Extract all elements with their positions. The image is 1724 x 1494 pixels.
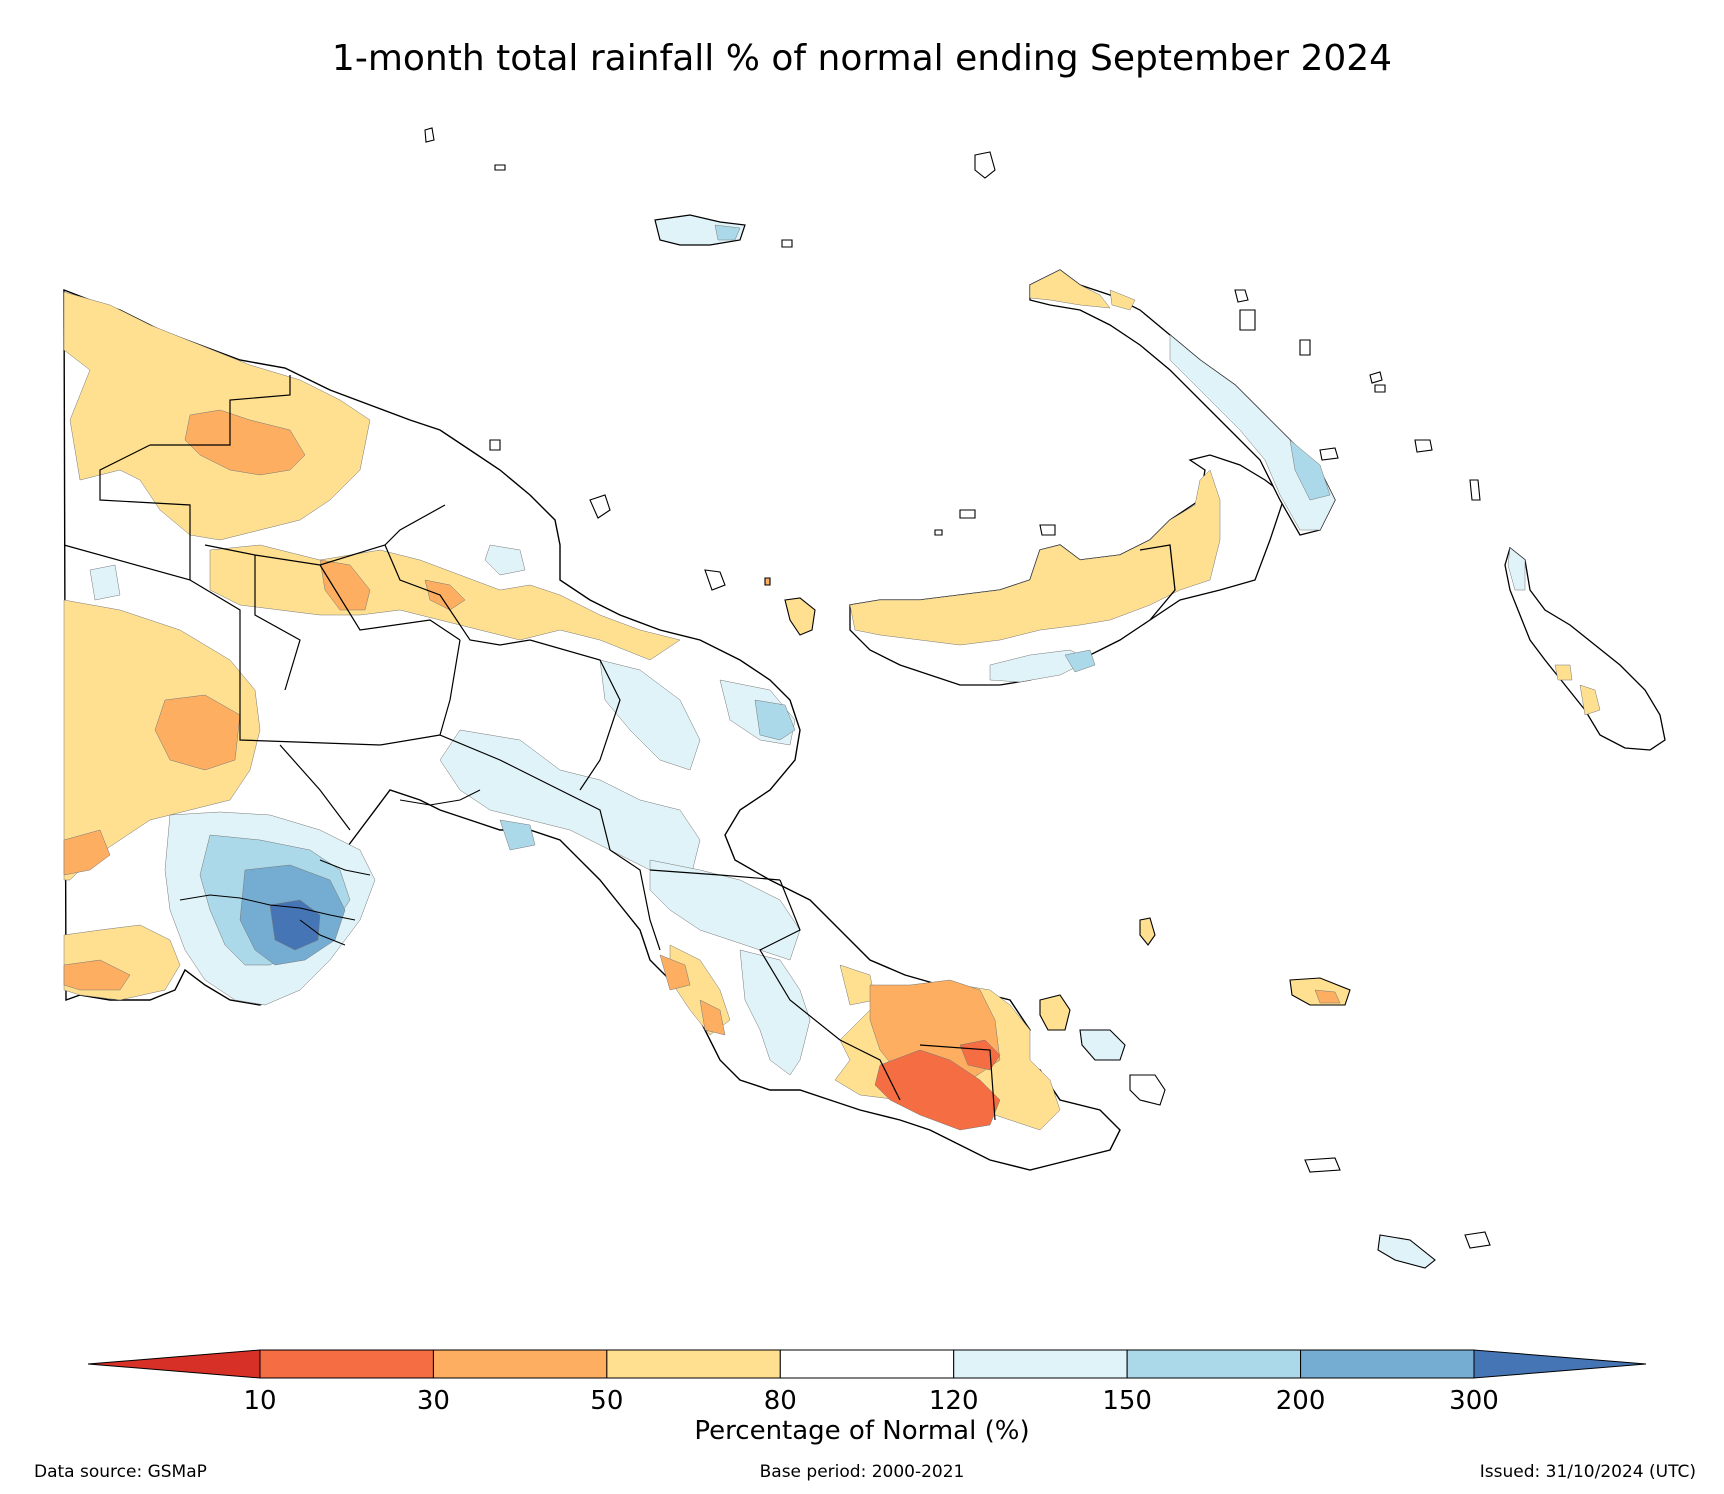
issued-date: Issued: 31/10/2024 (UTC)	[1479, 1462, 1696, 1482]
colorbar-tick-label: 300	[1449, 1386, 1499, 1416]
mainland-outline	[63, 288, 1121, 1171]
colorbar-bin-120-150	[953, 1349, 1128, 1379]
new-britain	[849, 454, 1286, 686]
colorbar-tick-label: 200	[1275, 1386, 1326, 1416]
other-islands	[424, 127, 1491, 1269]
colorbar-tick-label: 150	[1102, 1386, 1152, 1416]
new-ireland	[1029, 269, 1336, 536]
colorbar-tick-label: 80	[763, 1386, 797, 1416]
data-source: Data source: GSMaP	[34, 1462, 207, 1482]
delta-coastline	[179, 789, 481, 946]
colorbar-bin-200-300	[1300, 1349, 1475, 1379]
colorbar-bin-80-120	[779, 1349, 955, 1379]
mainland-shading	[63, 291, 1061, 1131]
base-period: Base period: 2000-2021	[759, 1462, 965, 1482]
province-borders	[63, 375, 996, 1121]
colorbar-bin-<10	[87, 1349, 261, 1379]
colorbar-bin-150-200	[1126, 1349, 1302, 1379]
colorbar-bin->300	[1473, 1349, 1647, 1379]
colorbar-tick-label: 30	[416, 1386, 450, 1416]
manus-island	[654, 214, 746, 246]
colorbar-tick-label: 120	[928, 1386, 979, 1416]
map-title: 1-month total rainfall % of normal endin…	[331, 38, 1393, 79]
mainland	[63, 288, 1121, 1171]
colorbar-tick-label: 50	[590, 1386, 624, 1416]
colorbar-bin-30-50	[432, 1349, 608, 1379]
colorbar-label: Percentage of Normal (%)	[694, 1416, 1030, 1446]
colorbar-bin-10-30	[259, 1349, 434, 1379]
colorbar-tick-label: 10	[243, 1386, 277, 1416]
colorbar-bin-50-80	[606, 1349, 781, 1379]
bougainville	[1504, 546, 1666, 751]
